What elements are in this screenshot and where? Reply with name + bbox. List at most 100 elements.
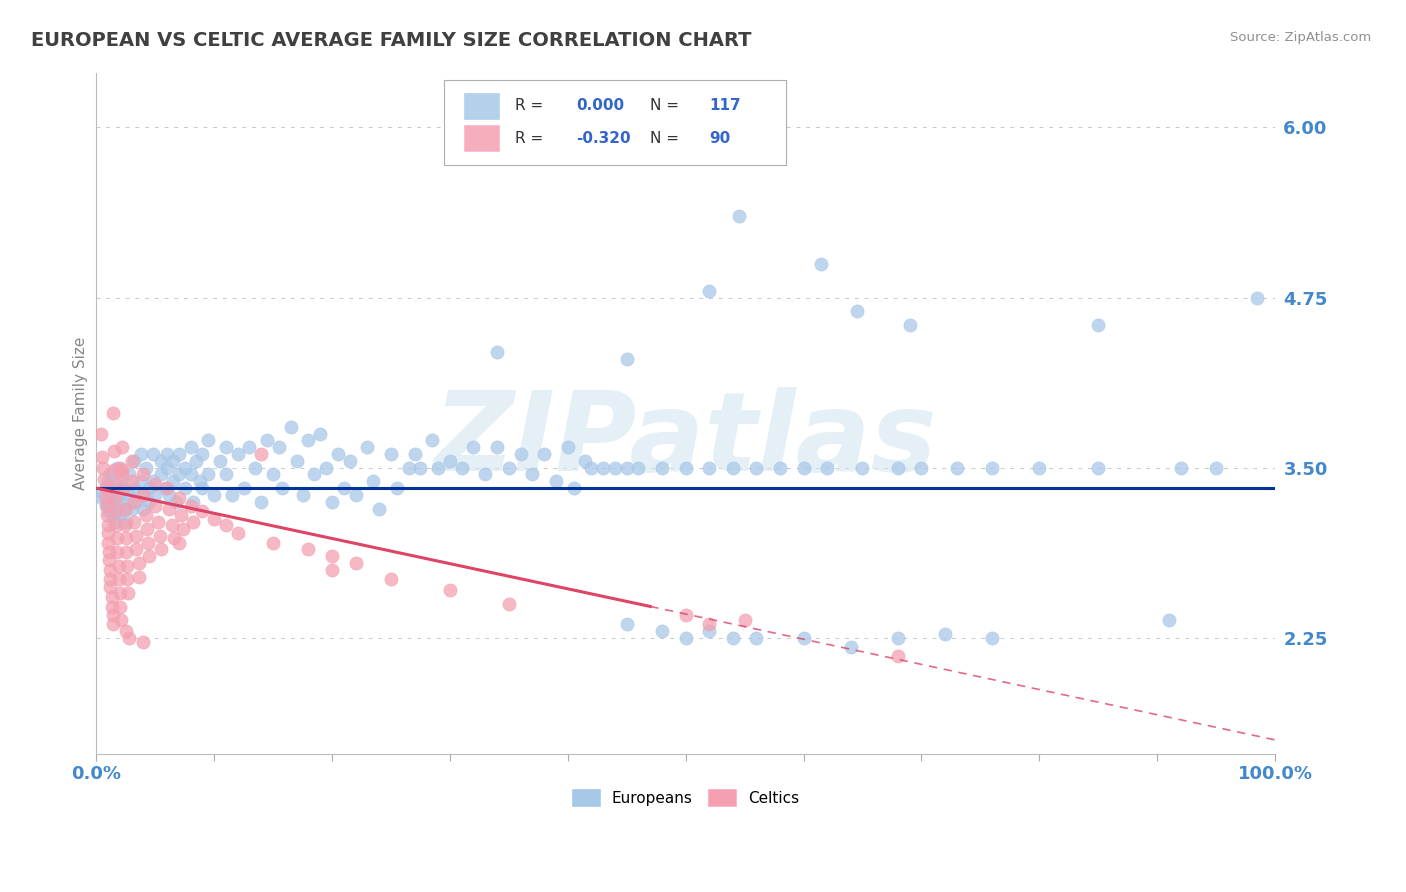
Point — [157, 488, 180, 502]
Point — [129, 475, 152, 489]
Point — [125, 529, 148, 543]
Point — [90, 426, 112, 441]
Point — [215, 517, 238, 532]
Text: Source: ZipAtlas.com: Source: ZipAtlas.com — [1230, 31, 1371, 45]
Point — [97, 535, 120, 549]
Point — [162, 475, 184, 489]
Point — [675, 607, 697, 622]
Text: EUROPEAN VS CELTIC AVERAGE FAMILY SIZE CORRELATION CHART: EUROPEAN VS CELTIC AVERAGE FAMILY SIZE C… — [31, 31, 751, 50]
Point — [181, 494, 204, 508]
Point — [339, 454, 361, 468]
Point — [162, 454, 184, 468]
Point — [792, 631, 814, 645]
Point — [121, 475, 143, 489]
Point — [97, 504, 120, 518]
Point — [111, 494, 134, 508]
FancyBboxPatch shape — [464, 126, 499, 152]
Point — [221, 488, 243, 502]
Point — [297, 434, 319, 448]
Point — [107, 494, 129, 508]
Point — [404, 447, 426, 461]
Y-axis label: Average Family Size: Average Family Size — [73, 336, 89, 490]
Point — [111, 481, 134, 495]
Point — [136, 535, 159, 549]
Point — [107, 460, 129, 475]
Point — [98, 553, 121, 567]
Point — [267, 440, 290, 454]
Point — [304, 467, 326, 482]
Point — [734, 613, 756, 627]
Point — [135, 460, 157, 475]
Point — [138, 494, 160, 508]
Point — [344, 556, 367, 570]
Point — [111, 440, 134, 454]
Text: ZIPatlas: ZIPatlas — [434, 387, 938, 494]
Point — [156, 481, 179, 495]
Point — [697, 284, 720, 298]
Point — [156, 460, 179, 475]
Point — [745, 460, 768, 475]
Point — [887, 631, 910, 645]
Point — [910, 460, 932, 475]
Point — [697, 617, 720, 632]
Point — [250, 447, 273, 461]
Point — [107, 572, 129, 586]
Point — [101, 607, 124, 622]
Point — [103, 463, 125, 477]
Point — [420, 434, 443, 448]
FancyBboxPatch shape — [464, 93, 499, 119]
Point — [186, 454, 208, 468]
Point — [427, 460, 450, 475]
Text: N =: N = — [650, 131, 685, 145]
Point — [180, 499, 202, 513]
Point — [108, 508, 131, 523]
Point — [128, 556, 150, 570]
Point — [616, 617, 638, 632]
Point — [103, 481, 125, 495]
Point — [122, 481, 145, 495]
Point — [132, 635, 155, 649]
Point — [297, 542, 319, 557]
Text: 0.000: 0.000 — [576, 98, 624, 113]
Point — [1205, 460, 1227, 475]
Point — [450, 460, 472, 475]
Point — [136, 522, 159, 536]
Point — [675, 631, 697, 645]
Point — [226, 526, 249, 541]
Point — [129, 447, 152, 461]
Point — [697, 460, 720, 475]
Point — [250, 494, 273, 508]
Point — [110, 613, 132, 627]
Point — [142, 475, 165, 489]
Point — [945, 460, 967, 475]
Point — [128, 569, 150, 583]
Point — [114, 532, 136, 546]
Point — [1028, 460, 1050, 475]
Point — [409, 460, 432, 475]
Point — [202, 512, 225, 526]
Point — [1246, 291, 1268, 305]
Point — [122, 494, 145, 508]
Point — [100, 467, 122, 482]
Point — [191, 447, 214, 461]
Point — [1087, 460, 1109, 475]
Point — [114, 545, 136, 559]
Point — [105, 504, 128, 518]
Point — [557, 440, 579, 454]
Point — [150, 454, 173, 468]
Point — [157, 501, 180, 516]
Point — [262, 467, 284, 482]
Point — [114, 501, 136, 516]
Point — [104, 477, 127, 491]
Point — [100, 572, 122, 586]
Point — [100, 488, 122, 502]
Point — [96, 499, 118, 513]
Point — [115, 558, 138, 573]
Point — [122, 515, 145, 529]
Point — [101, 406, 124, 420]
Point — [132, 488, 155, 502]
Point — [167, 535, 190, 549]
Point — [108, 460, 131, 475]
Point — [172, 522, 194, 536]
Point — [574, 454, 596, 468]
